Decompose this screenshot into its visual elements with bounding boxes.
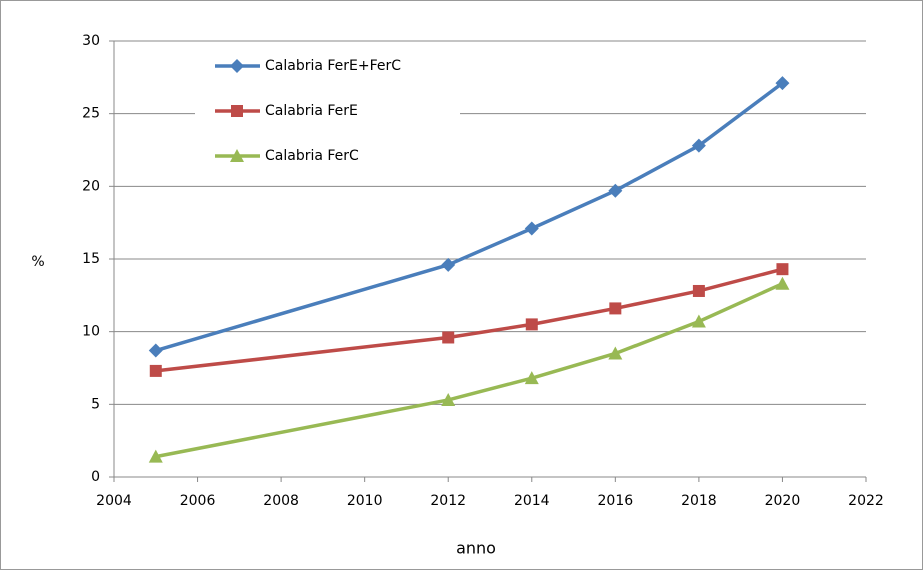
marker [609,302,622,315]
marker [691,138,706,153]
marker [775,276,790,290]
marker [776,263,789,276]
x-tick-label: 2020 [765,493,801,509]
marker [692,284,705,297]
marker [608,346,623,360]
series-line [155,282,784,459]
y-tick-label: 5 [91,396,100,412]
x-tick-label: 2004 [96,493,132,509]
x-tick-label: 2022 [848,493,884,509]
marker [691,314,706,328]
marker [608,183,623,198]
legend-label: Calabria FerE+FerC [265,58,401,74]
y-tick-label: 20 [82,178,100,194]
x-tick-label: 2012 [430,493,466,509]
marker [148,449,163,463]
x-tick-label: 2014 [514,493,550,509]
marker [148,343,163,358]
x-tick-label: 2016 [598,493,634,509]
marker [230,149,244,162]
marker [524,221,539,236]
marker [524,371,539,385]
x-tick-label: 2018 [681,493,717,509]
marker [441,392,456,406]
marker [442,331,455,344]
marker [775,76,790,91]
marker [441,257,456,272]
y-tick-label: 25 [82,106,100,122]
series-line [155,267,783,373]
marker [230,59,244,73]
x-axis-label: anno [456,539,496,558]
x-tick-label: 2010 [347,493,383,509]
x-tick-label: 2006 [180,493,216,509]
marker [149,364,162,377]
y-tick-label: 0 [91,469,100,485]
series-line [155,81,784,353]
marker [525,318,538,331]
y-tick-label: 30 [82,33,100,49]
y-axis-label: % [31,254,44,270]
legend-label: Calabria FerE [265,103,358,119]
x-tick-label: 2008 [263,493,299,509]
legend-label: Calabria FerC [265,148,359,164]
y-tick-label: 15 [82,251,100,267]
marker [231,105,243,117]
y-tick-label: 10 [82,324,100,340]
